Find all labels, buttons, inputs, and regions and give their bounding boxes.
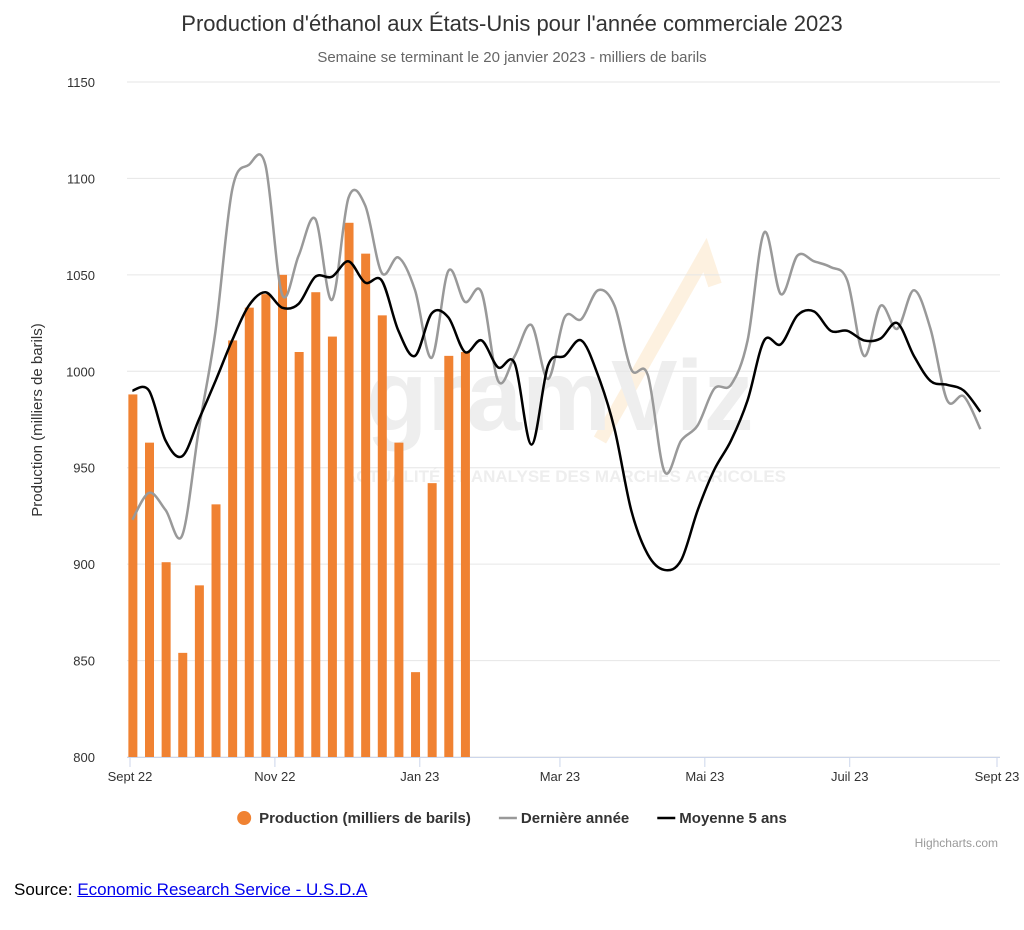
watermark-tagline: ACTUALITÉ ET ANALYSE DES MARCHÉS AGRICOL… <box>344 467 786 486</box>
source-link[interactable]: Economic Research Service - U.S.D.A <box>77 880 368 899</box>
production-bar <box>444 355 454 757</box>
five-year-average-line <box>132 260 982 572</box>
production-bar <box>344 222 354 758</box>
legend: Production (milliers de barils) Dernière … <box>237 810 787 827</box>
y-tick-label: 1100 <box>67 171 95 186</box>
y-tick-label: 850 <box>73 654 95 669</box>
production-bar <box>327 336 337 757</box>
legend-production-marker[interactable] <box>237 811 252 825</box>
production-bar <box>311 292 321 757</box>
x-tick-label: Sept 23 <box>975 769 1020 784</box>
production-bar <box>128 394 138 757</box>
production-bar <box>427 483 437 757</box>
y-tick-label: 900 <box>73 557 95 572</box>
production-bar <box>228 340 238 757</box>
production-bar <box>294 352 304 757</box>
watermark-logo: gramViz ACTUALITÉ ET ANALYSE DES MARCHÉS… <box>344 237 786 486</box>
production-bar <box>211 504 221 757</box>
legend-item[interactable]: Dernière année <box>498 810 629 827</box>
legend-production-label[interactable]: Production (milliers de barils) <box>259 810 471 827</box>
production-bar <box>244 307 254 757</box>
x-tick-label: Mar 23 <box>540 769 580 784</box>
y-tick-label: 1000 <box>66 364 95 379</box>
ethanol-production-chart: Production d'éthanol aux États-Unis pour… <box>29 11 1020 850</box>
y-tick-label: 800 <box>73 750 95 765</box>
production-bar <box>161 562 171 757</box>
production-bar <box>460 352 470 757</box>
x-tick-label: Mai 23 <box>685 769 724 784</box>
y-tick-label: 950 <box>73 461 95 476</box>
legend-last-year-label[interactable]: Dernière année <box>521 810 629 827</box>
production-bar <box>178 652 188 757</box>
legend-five-year-label[interactable]: Moyenne 5 ans <box>679 810 787 827</box>
x-tick-label: Nov 22 <box>254 769 295 784</box>
production-bar <box>278 274 288 757</box>
highcharts-credit[interactable]: Highcharts.com <box>915 836 998 850</box>
production-bar <box>194 585 204 757</box>
legend-item[interactable]: Moyenne 5 ans <box>657 810 787 827</box>
production-bar <box>411 672 421 757</box>
legend-item[interactable]: Production (milliers de barils) <box>237 810 471 827</box>
source-line: Source: Economic Research Service - U.S.… <box>14 880 367 900</box>
x-tick-label: Juil 23 <box>831 769 869 784</box>
production-bar <box>261 294 271 757</box>
source-label: Source: <box>14 880 78 899</box>
y-axis-title: Production (milliers de barils) <box>29 323 46 516</box>
chart-subtitle: Semaine se terminant le 20 janvier 2023 … <box>317 49 706 66</box>
production-bar <box>145 442 155 757</box>
y-tick-label: 1150 <box>67 75 95 90</box>
chart-title: Production d'éthanol aux États-Unis pour… <box>181 11 842 36</box>
production-bar <box>377 315 387 757</box>
production-bar <box>361 253 371 757</box>
x-tick-label: Sept 22 <box>108 769 153 784</box>
production-bar <box>394 442 404 757</box>
x-tick-label: Jan 23 <box>400 769 439 784</box>
y-tick-label: 1050 <box>66 268 95 283</box>
